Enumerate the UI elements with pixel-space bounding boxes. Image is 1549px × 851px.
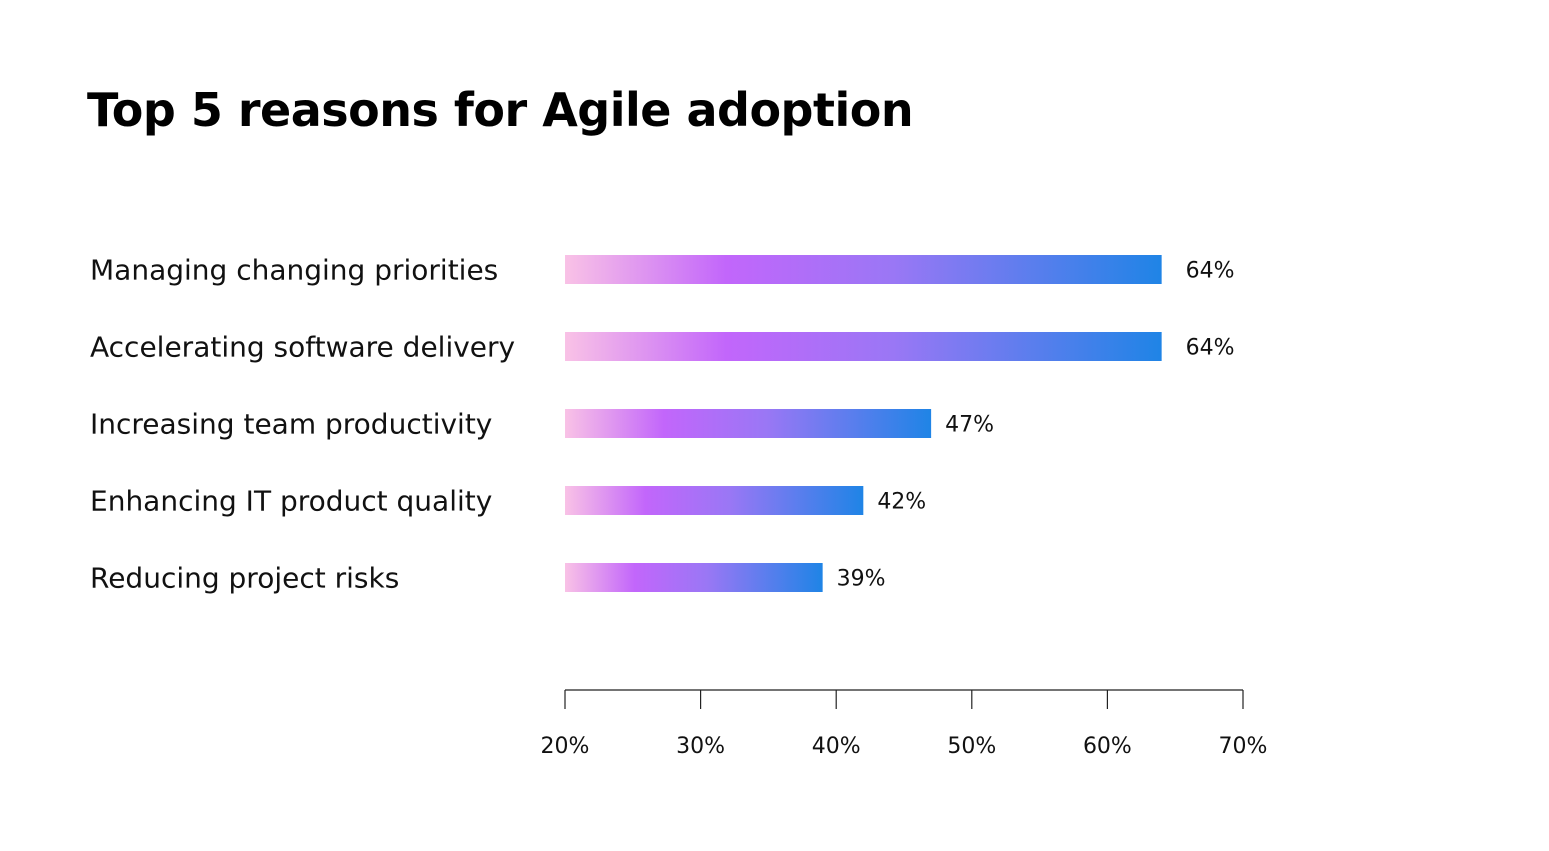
- x-axis: 20% 30% 40% 50% 60% 70%: [541, 689, 1268, 759]
- value-label: 39%: [837, 567, 886, 592]
- bar: [565, 563, 823, 592]
- x-tick-label: 20%: [541, 734, 590, 759]
- x-tick-label: 50%: [947, 734, 996, 759]
- category-label: Reducing project risks: [90, 562, 399, 595]
- x-tick-label: 30%: [676, 734, 725, 759]
- bar: [565, 255, 1162, 284]
- category-label: Increasing team productivity: [90, 408, 492, 441]
- x-tick-label: 40%: [812, 734, 861, 759]
- value-label: 47%: [945, 413, 994, 438]
- value-label: 64%: [1186, 336, 1235, 361]
- category-label: Accelerating software delivery: [90, 331, 515, 364]
- value-label: 42%: [877, 490, 926, 515]
- chart-title: Top 5 reasons for Agile adoption: [87, 83, 914, 137]
- x-tick-label: 70%: [1219, 734, 1268, 759]
- bars-layer: Managing changing priorities 64% Accelerat…: [90, 254, 1235, 595]
- bar: [565, 409, 932, 438]
- bar: [565, 486, 864, 515]
- category-label: Enhancing IT product quality: [90, 485, 492, 518]
- category-label: Managing changing priorities: [90, 254, 498, 287]
- value-label: 64%: [1186, 259, 1235, 284]
- bar: [565, 332, 1162, 361]
- x-tick-label: 60%: [1083, 734, 1132, 759]
